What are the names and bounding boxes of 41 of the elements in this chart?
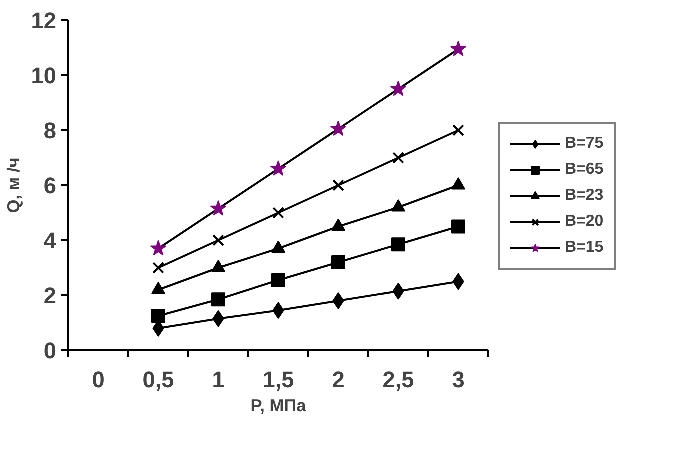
point bbox=[272, 273, 286, 288]
x-tick-label: 0 bbox=[92, 366, 105, 392]
y-tick-label: 10 bbox=[31, 62, 56, 88]
point bbox=[212, 292, 226, 307]
point bbox=[272, 207, 284, 219]
y-tick-label: 12 bbox=[31, 8, 56, 34]
y-tick-label: 6 bbox=[44, 172, 57, 198]
x-tick-label: 1 bbox=[212, 366, 225, 392]
legend-label: B=75 bbox=[565, 135, 604, 153]
y-tick-label: 2 bbox=[44, 282, 57, 308]
point bbox=[392, 152, 404, 164]
point bbox=[330, 120, 347, 136]
legend-label: B=20 bbox=[565, 213, 604, 231]
point bbox=[270, 160, 287, 176]
point bbox=[332, 180, 344, 192]
point bbox=[390, 80, 407, 96]
y-tick-label: 8 bbox=[44, 118, 57, 144]
point bbox=[452, 124, 464, 136]
legend-label: B=23 bbox=[565, 187, 604, 205]
x-tick-label: 2,5 bbox=[382, 366, 414, 392]
point bbox=[450, 40, 467, 56]
x-axis-title: P, МПа bbox=[250, 396, 307, 416]
x-tick-label: 2 bbox=[332, 366, 345, 392]
point bbox=[332, 218, 346, 232]
x-tick-label: 3 bbox=[452, 366, 465, 392]
x-tick-label: 1,5 bbox=[262, 366, 294, 392]
x-tick-label: 0,5 bbox=[142, 366, 174, 392]
point bbox=[212, 234, 224, 246]
y-tick-label: 4 bbox=[44, 228, 57, 254]
point bbox=[152, 309, 166, 324]
point bbox=[332, 256, 346, 270]
point bbox=[150, 240, 167, 256]
legend-label: B=15 bbox=[565, 239, 604, 257]
y-tick-label: 0 bbox=[44, 338, 57, 364]
legend-label: B=65 bbox=[565, 161, 604, 179]
point bbox=[152, 262, 164, 274]
point bbox=[452, 220, 466, 234]
point bbox=[332, 292, 344, 310]
y-axis-title: Q, м /ч bbox=[3, 158, 24, 214]
point bbox=[210, 200, 227, 216]
point bbox=[392, 238, 406, 252]
